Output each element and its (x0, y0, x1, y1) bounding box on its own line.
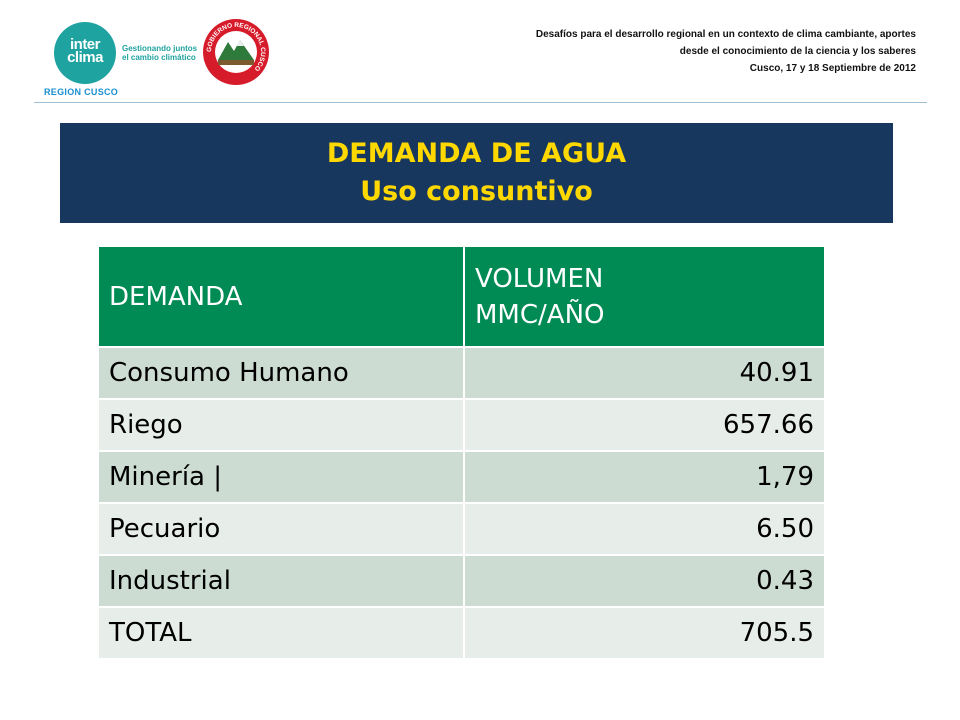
table-row: Riego 657.66 (97, 398, 826, 452)
region-label: REGION CUSCO (44, 87, 119, 97)
event-header: Desafíos para el desarrollo regional en … (356, 26, 916, 77)
header-volumen: VOLUMEN MMC/AÑO (463, 245, 826, 348)
row-demanda: Pecuario (97, 502, 465, 556)
table-row: Consumo Humano 40.91 (97, 346, 826, 400)
interclima-tagline: Gestionando juntos el cambio climático (122, 44, 206, 62)
table-row: Pecuario 6.50 (97, 502, 826, 556)
interclima-logo-circle (54, 22, 116, 84)
logo-word-clima: clima (67, 49, 103, 66)
row-volumen: 40.91 (463, 346, 826, 400)
row-demanda: Consumo Humano (97, 346, 465, 400)
row-demanda: Industrial (97, 554, 465, 608)
header-divider (34, 102, 927, 103)
row-demanda: Riego (97, 398, 465, 452)
header-demanda: DEMANDA (97, 245, 465, 348)
row-volumen: 705.5 (463, 606, 826, 660)
table-row: Minería | 1,79 (97, 450, 826, 504)
row-demanda: Minería | (97, 450, 465, 504)
event-line-2: desde el conocimiento de la ciencia y lo… (679, 46, 916, 57)
title-banner: DEMANDA DE AGUA Uso consuntivo (60, 123, 893, 223)
water-demand-table: DEMANDA VOLUMEN MMC/AÑO Consumo Humano 4… (97, 245, 826, 660)
row-volumen: 1,79 (463, 450, 826, 504)
table-header-row: DEMANDA VOLUMEN MMC/AÑO (97, 245, 826, 348)
event-line-3: Cusco, 17 y 18 Septiembre de 2012 (749, 63, 916, 74)
tagline-line-1: Gestionando juntos (122, 44, 198, 53)
seal-snowcap-icon (236, 40, 244, 46)
row-volumen: 0.43 (463, 554, 826, 608)
table-row: Industrial 0.43 (97, 554, 826, 608)
tagline-line-2: el cambio climático (122, 53, 196, 62)
row-volumen: 6.50 (463, 502, 826, 556)
row-volumen: 657.66 (463, 398, 826, 452)
interclima-logo: inter clima Gestionando juntos el cambio… (54, 22, 204, 86)
event-line-1: Desafíos para el desarrollo regional en … (535, 29, 916, 40)
slide-title: DEMANDA DE AGUA (326, 138, 627, 169)
header-volumen-line1: VOLUMEN (475, 263, 604, 294)
gobierno-regional-seal: GOBIERNO REGIONAL CUSCO (203, 19, 269, 85)
slide-subtitle: Uso consuntivo (360, 176, 593, 207)
header-volumen-line2: MMC/AÑO (475, 299, 605, 330)
interclima-logo-word: inter clima (54, 36, 116, 66)
seal-mountain-icon (218, 40, 254, 60)
logo-word-inter: inter (69, 36, 101, 53)
row-demanda: TOTAL (97, 606, 465, 660)
table-row-total: TOTAL 705.5 (97, 606, 826, 660)
seal-ground (218, 60, 254, 65)
